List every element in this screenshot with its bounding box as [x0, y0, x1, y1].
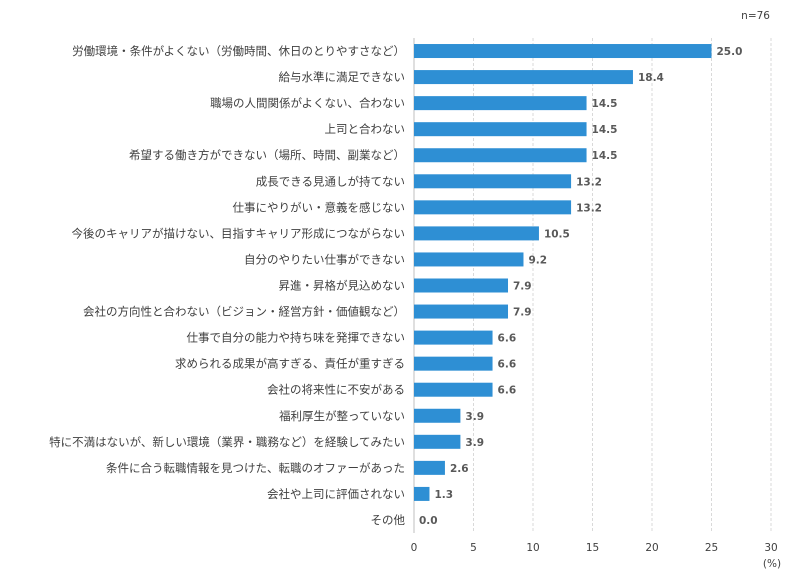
value-label: 7.9 — [513, 307, 532, 319]
bar — [414, 356, 493, 371]
category-label: 求められる成果が高すぎる、責任が重すぎる — [175, 357, 405, 371]
value-label: 1.3 — [434, 489, 453, 501]
bar — [414, 148, 587, 163]
category-label: 会社や上司に評価されない — [267, 487, 405, 501]
category-label: 上司と合わない — [325, 122, 406, 136]
value-label: 3.9 — [465, 411, 484, 423]
value-label: 14.5 — [592, 98, 618, 110]
category-label: 成長できる見通しが持てない — [256, 174, 405, 188]
category-label: 条件に合う転職情報を見つけた、転職のオファーがあった — [106, 461, 405, 475]
bar — [414, 278, 509, 293]
category-label: 昇進・昇格が見込めない — [279, 279, 406, 293]
bar — [414, 122, 587, 137]
value-labels: 25.0 18.4 14.5 14.5 14.5 13.2 13.2 10.5 9.2 7.9 7.… — [419, 46, 742, 527]
value-label: 13.2 — [576, 176, 602, 188]
value-label: 14.5 — [592, 124, 618, 136]
bar — [414, 460, 445, 475]
value-label: 10.5 — [544, 228, 570, 240]
value-label: 13.2 — [576, 202, 602, 214]
bar — [414, 96, 587, 111]
category-label: 希望する働き方ができない（場所、時間、副業など） — [129, 148, 405, 162]
value-label: 25.0 — [717, 46, 743, 58]
bar — [414, 252, 524, 267]
value-label: 14.5 — [592, 150, 618, 162]
category-label: 福利厚生が整っていない — [279, 409, 405, 423]
x-tick-label: 10 — [526, 542, 539, 554]
bar — [414, 486, 430, 501]
category-label: その他 — [371, 513, 406, 527]
category-label: 特に不満はないが、新しい環境（業界・職務など）を経験してみたい — [49, 435, 405, 449]
x-axis-unit-label: (%) — [763, 558, 781, 570]
category-label: 自分のやりたい仕事ができない — [244, 252, 405, 266]
category-label: 会社の方向性と合わない（ビジョン・経営方針・価値観など） — [83, 305, 405, 319]
value-label: 18.4 — [638, 72, 664, 84]
category-label: 職場の人間関係がよくない、合わない — [210, 96, 405, 110]
bar — [414, 174, 572, 189]
x-tick-label: 30 — [764, 542, 777, 554]
bar — [414, 382, 493, 397]
sample-size-note: n=76 — [741, 10, 770, 22]
bar — [414, 70, 633, 85]
bar — [414, 44, 712, 59]
category-label: 労働環境・条件がよくない（労働時間、休日のとりやすさなど） — [72, 44, 405, 58]
value-label: 0.0 — [419, 515, 438, 527]
x-tick-label: 15 — [586, 542, 599, 554]
category-labels: 労働環境・条件がよくない（労働時間、休日のとりやすさなど） 給与水準に満足できない… — [49, 44, 405, 527]
x-tick-label: 20 — [645, 542, 658, 554]
bar — [414, 304, 509, 319]
category-label: 仕事で自分の能力や持ち味を発揮できない — [187, 331, 406, 345]
category-label: 今後のキャリアが描けない、目指すキャリア形成につながらない — [72, 226, 406, 240]
value-label: 3.9 — [465, 437, 484, 449]
category-label: 会社の将来性に不安がある — [267, 383, 405, 397]
bar — [414, 200, 572, 215]
x-tick-label: 25 — [705, 542, 718, 554]
value-label: 6.6 — [498, 333, 517, 345]
value-label: 2.6 — [450, 463, 469, 475]
bars — [414, 44, 712, 501]
bar — [414, 434, 461, 449]
bar — [414, 408, 461, 423]
bar — [414, 330, 493, 345]
grid-lines — [413, 38, 772, 533]
category-label: 給与水準に満足できない — [279, 70, 406, 84]
value-label: 6.6 — [498, 359, 517, 371]
x-tick-label: 5 — [470, 542, 477, 554]
x-axis-ticks: 0 5 10 15 20 25 30 — [411, 542, 778, 554]
bar — [414, 226, 539, 241]
value-label: 7.9 — [513, 281, 532, 293]
value-label: 9.2 — [528, 254, 547, 266]
category-label: 仕事にやりがい・意義を感じない — [233, 200, 406, 214]
value-label: 6.6 — [498, 385, 517, 397]
x-tick-label: 0 — [411, 542, 418, 554]
